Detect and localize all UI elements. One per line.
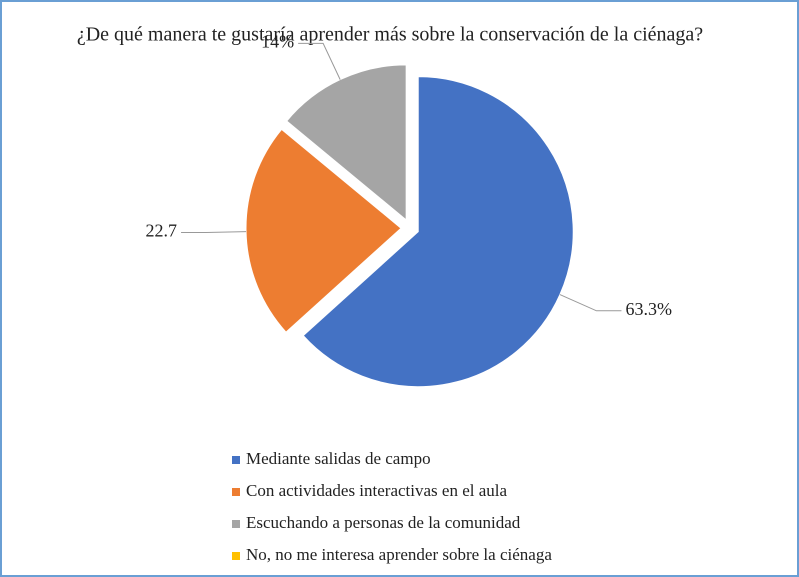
legend-swatch: [232, 488, 240, 496]
data-label: 63.3%: [625, 299, 672, 319]
legend-swatch: [232, 456, 240, 464]
leader-line: [181, 231, 247, 233]
legend-label: Mediante salidas de campo: [246, 449, 431, 468]
legend-label: Escuchando a personas de la comunidad: [246, 513, 521, 532]
legend-label: No, no me interesa aprender sobre la cié…: [246, 545, 552, 564]
legend-label: Con actividades interactivas en el aula: [246, 481, 507, 500]
pie-slice: [245, 128, 402, 333]
data-label: 22.7: [146, 221, 178, 241]
chart-title: ¿De qué manera te gustaría aprender más …: [77, 24, 703, 46]
legend-swatch: [232, 520, 240, 528]
data-label: 14%: [261, 32, 294, 52]
legend-swatch: [232, 552, 240, 560]
leader-line: [559, 294, 622, 312]
leader-line: [298, 42, 341, 80]
